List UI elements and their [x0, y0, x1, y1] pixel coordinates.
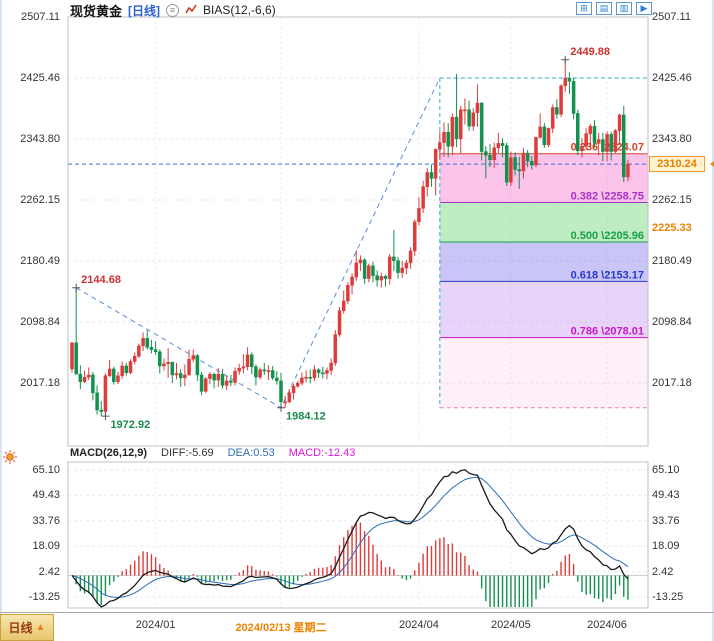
price-axis-label: 2343.80 [652, 133, 692, 145]
macd-axis-label: 49.43 [32, 489, 60, 502]
macd-series [68, 469, 648, 608]
chart-toolbar: ⊞ ▤ ▥ ▶ [576, 2, 652, 15]
time-axis-label: 2024/01 [135, 619, 176, 631]
price-annotation: 2449.88 [570, 46, 610, 58]
fib-band [439, 241, 648, 282]
macd-axis-label: 18.09 [652, 540, 680, 553]
macd-macd-value: MACD:-12.43 [288, 447, 356, 459]
price-axis-label: 2425.46 [20, 72, 60, 84]
macd-axis-label: 49.43 [652, 489, 680, 502]
price-axis-label: 2180.49 [652, 255, 692, 267]
price-axis-label: 2180.49 [20, 255, 60, 267]
chart-header: 现货黄金 [日线] ≡ BIAS(12,-6,6) [70, 2, 276, 19]
selected-date-label: 2024/02/13 星期二 [235, 622, 327, 634]
price-axis-label: 2098.84 [20, 316, 60, 328]
period-tab-daily[interactable]: 日线 ▲ [0, 614, 54, 641]
time-axis-divider [0, 612, 714, 613]
fib-level-label: 0.382 \2258.75 [571, 191, 644, 203]
candlestick-series[interactable] [70, 59, 630, 417]
last-price-badge: 2310.24 [649, 156, 705, 173]
extreme-annotations: 2144.68 1972.92 1984.12 2449.88 [72, 46, 610, 431]
bar-view-icon[interactable]: ▤ [596, 2, 612, 15]
macd-axis-label: 65.10 [32, 464, 60, 476]
fib-level-label: 0.500 \2205.96 [571, 230, 644, 242]
price-axis-label: 2017.18 [20, 377, 60, 389]
fib-band [439, 337, 648, 408]
alert-price-label: 2225.33 [652, 221, 692, 234]
price-axis-label: 2262.15 [20, 194, 60, 206]
symbol-name: 现货黄金 [70, 3, 123, 19]
macd-diff-value: DIFF:-5.69 [161, 447, 214, 459]
time-axis-label: 2024/04 [399, 619, 439, 631]
fibonacci-retracement: 0.236 \2324.070.382 \2258.750.500 \2205.… [439, 77, 648, 409]
main-panel-border [67, 16, 649, 447]
macd-axis-label: 2.42 [652, 565, 674, 578]
settings-icon[interactable]: ≡ [166, 3, 180, 17]
price-annotation: 1984.12 [286, 411, 326, 423]
period-tab-label: 日线 [8, 621, 33, 635]
macd-panel-border [67, 461, 649, 609]
price-axis-left: 2507.11 2425.46 2343.80 2262.15 2180.49 2098.… [0, 0, 64, 641]
latest-price-arrow-icon[interactable] [705, 159, 714, 170]
sun-icon[interactable] [2, 449, 18, 465]
price-axis-label: 2262.15 [652, 194, 692, 206]
price-axis-label: 2507.11 [21, 11, 60, 23]
fib-band [439, 153, 648, 203]
indicator-trend-icon [185, 4, 197, 14]
macd-axis-label: 33.76 [32, 514, 60, 527]
play-icon[interactable]: ▶ [636, 2, 652, 15]
macd-axis-label: -13.25 [652, 591, 684, 603]
plus-marker-icon [561, 55, 570, 64]
trendline [75, 77, 441, 409]
fib-level-label: 0.618 \2153.17 [571, 269, 644, 281]
time-axis-label: 2024/06 [587, 619, 627, 631]
macd-axis-label: 65.10 [652, 464, 680, 476]
fib-band [439, 202, 648, 242]
price-axis-label: 2507.11 [652, 11, 691, 23]
macd-axis-label: 18.09 [32, 540, 60, 553]
price-axis-label: 2017.18 [652, 377, 692, 389]
dif-line [71, 469, 629, 608]
macd-axis-label: -13.25 [28, 591, 60, 603]
price-axis-right: 2507.11 2425.46 2343.80 2262.15 2180.49 2098.… [652, 0, 714, 641]
plus-marker-icon [101, 412, 110, 421]
price-axis-label: 2343.80 [20, 133, 60, 145]
price-axis-label: 2098.84 [652, 316, 692, 328]
macd-title[interactable]: MACD(26,12,9) [70, 447, 148, 459]
macd-header: MACD(26,12,9) DIFF:-5.69 DEA:0.53 MACD:-… [70, 447, 355, 459]
quad-view-icon[interactable]: ⊞ [576, 2, 592, 15]
price-axis-label: 2425.46 [652, 72, 692, 84]
price-annotation: 2144.68 [81, 274, 121, 286]
macd-axis-label: 33.76 [652, 514, 680, 527]
price-annotation: 1972.92 [110, 419, 150, 431]
plus-marker-icon [277, 403, 285, 412]
time-axis-label: 2024/05 [491, 619, 531, 631]
indicator-label[interactable]: BIAS(12,-6,6) [203, 3, 276, 17]
macd-dea-value: DEA:0.53 [227, 447, 275, 459]
chevron-up-icon: ▲ [35, 622, 46, 633]
fib-level-label: 0.786 \2078.01 [571, 326, 644, 338]
period-tag[interactable]: [日线] [128, 3, 161, 18]
macd-axis-label: 2.42 [38, 565, 60, 578]
plus-marker-icon [72, 283, 81, 292]
dea-line [71, 476, 629, 599]
panel-view-icon[interactable]: ▥ [616, 2, 632, 15]
fib-band [439, 281, 648, 338]
